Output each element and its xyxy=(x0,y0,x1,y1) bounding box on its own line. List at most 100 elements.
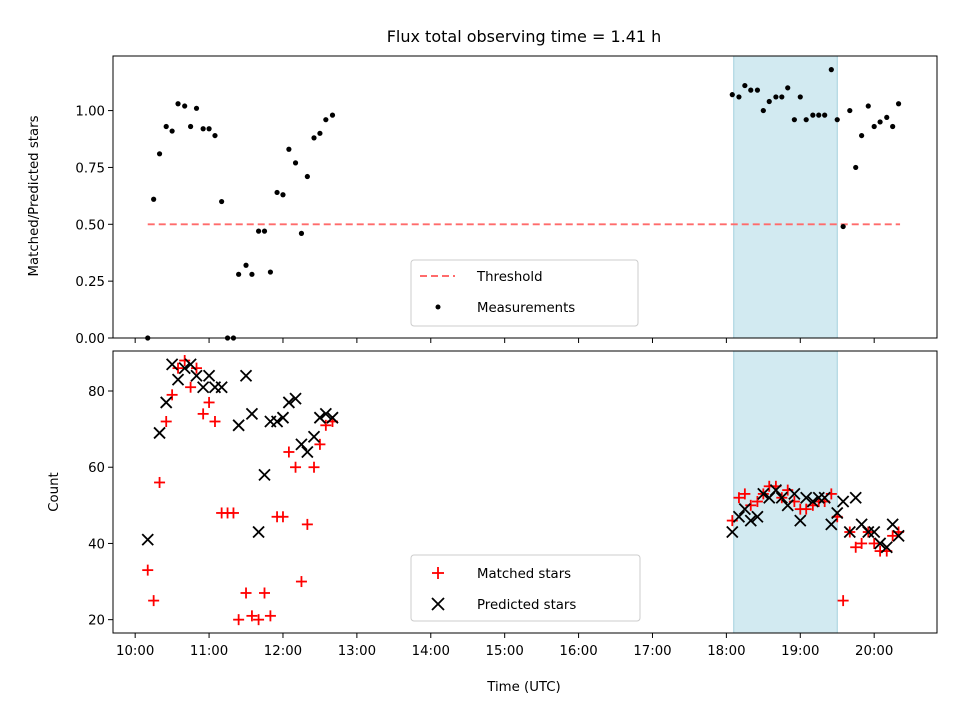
measurement-point xyxy=(187,123,194,130)
predicted-star-point xyxy=(326,411,339,424)
matched-star-point xyxy=(154,476,166,488)
measurement-point xyxy=(212,132,218,139)
measurement-point xyxy=(853,164,859,171)
matched-star-point xyxy=(887,530,899,542)
matched-star-point xyxy=(253,614,265,626)
x-tick-label: 15:00 xyxy=(486,644,524,659)
measurement-point xyxy=(748,87,754,93)
x-tick-label: 19:00 xyxy=(781,644,819,659)
count-panel: Count Time (UTC) 20 40 60 80 10:00 11:00 12:00… xyxy=(47,350,938,695)
measurement-point xyxy=(766,98,772,105)
predicted-star-point xyxy=(301,445,314,459)
x-tick-label: 16:00 xyxy=(559,644,597,659)
matched-star-point xyxy=(160,416,172,427)
matched-star-point xyxy=(868,537,880,549)
predicted-star-point xyxy=(892,529,905,542)
measurements-series xyxy=(145,67,902,341)
x-tick-label: 20:00 xyxy=(855,644,893,659)
measurement-point xyxy=(182,103,188,109)
x-tick-label: 11:00 xyxy=(190,644,228,659)
predicted-star-point xyxy=(258,468,271,481)
matched-star-point xyxy=(179,355,191,367)
predicted-star-point xyxy=(825,518,838,531)
predicted-star-point xyxy=(726,525,739,539)
predicted-star-point xyxy=(873,537,887,550)
legend-predicted-swatch xyxy=(431,597,445,611)
predicted-star-point xyxy=(849,491,862,504)
matched-star-point xyxy=(800,503,812,515)
legend-threshold-label: Threshold xyxy=(476,270,543,285)
legend-predicted-label: Predicted stars xyxy=(477,598,576,613)
y-tick-label: 1.00 xyxy=(75,105,105,120)
measurement-point xyxy=(286,146,292,152)
predicted-star-point xyxy=(160,396,173,409)
y-tick-label: 0.50 xyxy=(75,218,105,233)
predicted-star-point xyxy=(239,369,253,382)
measurement-point xyxy=(890,123,896,130)
measurement-point xyxy=(895,101,902,107)
measurement-point xyxy=(779,94,785,100)
predicted-star-point xyxy=(843,525,856,539)
predicted-star-point xyxy=(165,358,179,371)
x-tick-label: 12:00 xyxy=(264,644,302,659)
matched-star-point xyxy=(745,499,757,511)
predicted-star-point xyxy=(812,491,825,504)
predicted-star-point xyxy=(880,541,893,554)
y-tick-label: 40 xyxy=(88,537,105,552)
measurement-point xyxy=(859,132,865,139)
measurement-point xyxy=(865,103,871,109)
measurement-point xyxy=(822,112,828,118)
predicted-star-point xyxy=(751,510,764,523)
measurement-point xyxy=(742,82,748,89)
y-tick-label: 0.00 xyxy=(75,332,105,347)
predicted-star-point xyxy=(319,407,332,421)
legend-matched-swatch xyxy=(432,567,444,579)
measurement-point xyxy=(156,151,163,157)
matched-star-point xyxy=(185,381,197,393)
predicted-star-point xyxy=(276,411,290,424)
x-tick-label: 17:00 xyxy=(633,644,671,659)
chart-title: Flux total observing time = 1.41 h xyxy=(387,27,662,46)
measurement-point xyxy=(298,230,305,236)
predicted-star-point xyxy=(141,533,154,546)
matched-star-point xyxy=(258,587,270,599)
matched-star-point xyxy=(191,362,203,374)
matched-star-point xyxy=(850,541,862,553)
measurement-point xyxy=(736,94,742,100)
measurement-point xyxy=(243,262,249,268)
predicted-star-point xyxy=(232,419,245,432)
predicted-star-point xyxy=(831,506,844,520)
measurement-point xyxy=(292,160,299,166)
measurement-point xyxy=(884,114,890,121)
y-tick-label: 0.25 xyxy=(75,275,105,290)
predicted-star-point xyxy=(245,407,259,421)
matched-star-point xyxy=(203,396,215,408)
predicted-star-point xyxy=(202,369,216,382)
predicted-star-point xyxy=(800,491,813,504)
x-tick-label: 14:00 xyxy=(412,644,450,659)
predicted-star-point xyxy=(171,373,185,386)
measurement-point xyxy=(840,223,846,230)
predicted-stars-series xyxy=(141,358,905,554)
matched-star-point xyxy=(739,488,751,500)
predicted-star-point xyxy=(769,483,783,497)
predicted-star-point xyxy=(775,491,788,504)
count-plot-frame xyxy=(112,350,938,634)
matched-star-point xyxy=(246,610,258,622)
y-tick-label: 0.75 xyxy=(75,161,105,176)
measurement-point xyxy=(261,228,268,234)
ratio-plot-frame xyxy=(112,55,938,339)
ratio-legend: Threshold Measurements xyxy=(410,259,639,327)
measurement-point xyxy=(810,112,816,118)
matched-star-point xyxy=(295,576,307,588)
ratio-legend-box xyxy=(410,259,639,327)
measurement-point xyxy=(236,271,242,277)
measurement-point xyxy=(317,130,323,136)
predicted-star-point xyxy=(886,518,899,531)
predicted-star-point xyxy=(184,358,197,371)
legend-measurements-label: Measurements xyxy=(477,301,575,316)
predicted-star-point xyxy=(757,487,770,501)
measurement-point xyxy=(803,117,809,123)
matched-star-point xyxy=(751,496,763,508)
ratio-shaded-span xyxy=(733,55,838,339)
